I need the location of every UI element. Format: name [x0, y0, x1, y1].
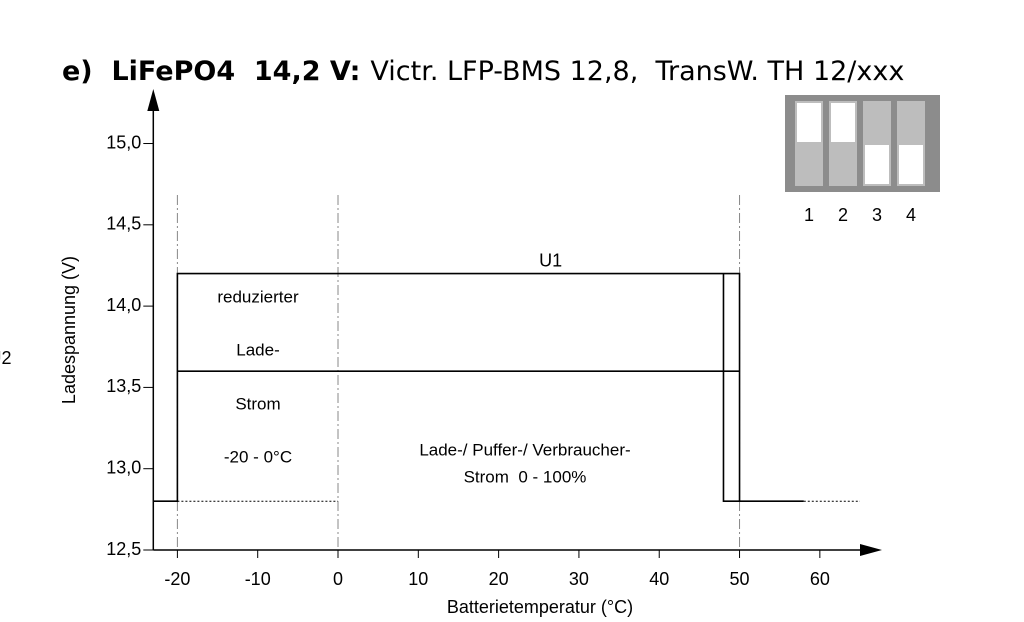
annotation: reduzierter [217, 287, 299, 306]
series-line [153, 272, 804, 503]
dip-label: 2 [838, 205, 848, 225]
x-tick-label: -20 [164, 569, 190, 589]
dip-label: 3 [872, 205, 882, 225]
series-label: U2 [0, 348, 12, 368]
x-tick-label: 0 [333, 569, 343, 589]
x-axis-arrow [860, 544, 882, 556]
x-tick-label: 10 [408, 569, 428, 589]
annotation: Lade-/ Puffer-/ Verbraucher- [419, 440, 630, 459]
dip-label: 4 [906, 205, 916, 225]
series-label: U1 [539, 250, 562, 270]
annotation: Strom [235, 394, 280, 413]
y-tick-label: 14,0 [106, 295, 141, 315]
dip-lever [865, 145, 889, 184]
x-tick-label: 40 [649, 569, 669, 589]
dip-lever [831, 103, 855, 142]
x-tick-label: 60 [810, 569, 830, 589]
chart-title: e) LiFePO4 14,2 V: Victr. LFP-BMS 12,8, T… [62, 56, 904, 87]
y-tick-label: 14,5 [106, 214, 141, 234]
dip-label: 1 [804, 205, 814, 225]
y-axis-label: Ladespannung (V) [59, 256, 79, 404]
y-tick-label: 13,5 [106, 376, 141, 396]
x-axis-label: Batterietemperatur (°C) [447, 597, 633, 617]
y-axis-arrow [147, 89, 160, 111]
x-tick-label: 20 [489, 569, 509, 589]
y-tick-label: 15,0 [106, 132, 141, 152]
series-line [722, 273, 740, 503]
x-tick-label: -10 [245, 569, 271, 589]
y-tick-label: 12,5 [106, 539, 141, 559]
title-bold: e) LiFePO4 14,2 V: [62, 56, 360, 87]
dip-lever [899, 145, 923, 184]
y-tick-label: 13,0 [106, 457, 141, 477]
annotation: -20 - 0°C [224, 447, 292, 466]
x-tick-label: 50 [730, 569, 750, 589]
annotation: Lade- [236, 340, 279, 359]
annotation: Strom 0 - 100% [464, 467, 587, 486]
x-tick-label: 30 [569, 569, 589, 589]
dip-lever [797, 103, 821, 142]
title-rest: Victr. LFP-BMS 12,8, TransW. TH 12/xxx [370, 56, 904, 87]
